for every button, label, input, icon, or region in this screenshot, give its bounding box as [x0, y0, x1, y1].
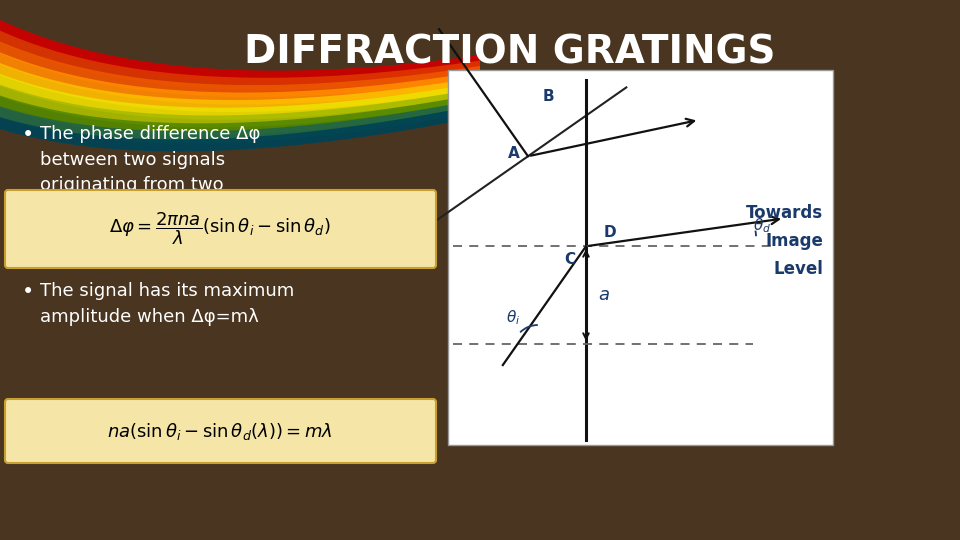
Text: a: a: [598, 286, 609, 304]
Polygon shape: [0, 105, 480, 151]
Text: The signal has its maximum
amplitude when Δφ=mλ: The signal has its maximum amplitude whe…: [40, 282, 295, 326]
Polygon shape: [0, 26, 480, 90]
Polygon shape: [0, 48, 480, 105]
FancyBboxPatch shape: [5, 190, 436, 268]
Polygon shape: [0, 15, 480, 83]
Text: $\theta_i$: $\theta_i$: [506, 308, 520, 327]
Text: $\Delta\varphi = \dfrac{2\pi na}{\lambda}(\sin\theta_i - \sin\theta_d)$: $\Delta\varphi = \dfrac{2\pi na}{\lambda…: [109, 211, 331, 247]
Text: C: C: [564, 252, 575, 267]
Text: DIFFRACTION GRATINGS: DIFFRACTION GRATINGS: [244, 33, 776, 71]
Polygon shape: [0, 37, 480, 97]
Text: A: A: [508, 146, 519, 161]
Polygon shape: [0, 70, 480, 120]
Text: •: •: [22, 282, 35, 302]
Text: $\theta_d$: $\theta_d$: [753, 216, 771, 235]
Text: D: D: [604, 225, 616, 240]
Text: B: B: [543, 89, 555, 104]
Text: The phase difference Δφ
between two signals
originating from two
neighboring slo: The phase difference Δφ between two sign…: [40, 125, 260, 220]
Polygon shape: [0, 81, 480, 127]
Text: •: •: [22, 125, 35, 145]
FancyBboxPatch shape: [5, 399, 436, 463]
Polygon shape: [0, 59, 480, 112]
Polygon shape: [0, 92, 480, 136]
FancyBboxPatch shape: [448, 70, 833, 445]
Text: Towards
Image
Level: Towards Image Level: [746, 205, 823, 278]
Text: $na(\sin\theta_i - \sin\theta_d(\lambda)) = m\lambda$: $na(\sin\theta_i - \sin\theta_d(\lambda)…: [108, 421, 333, 442]
Polygon shape: [0, 99, 480, 143]
